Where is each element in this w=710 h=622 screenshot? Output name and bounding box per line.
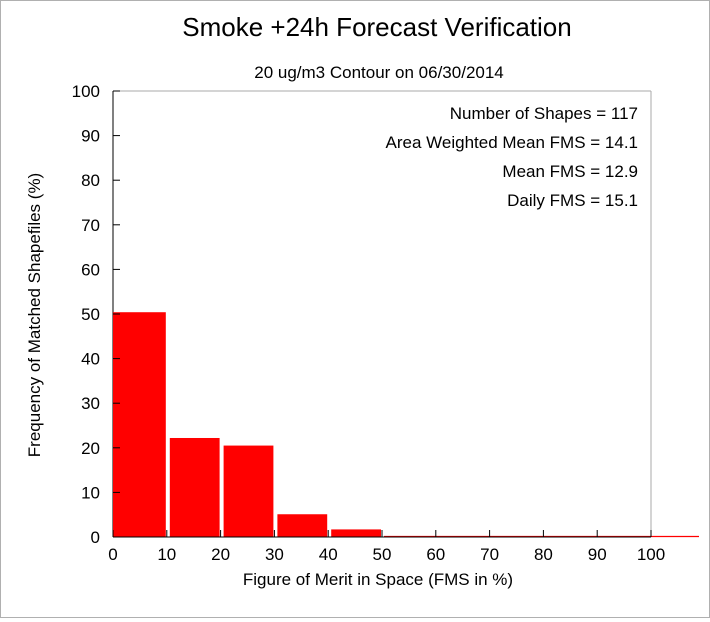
histogram-bar (331, 529, 381, 537)
chart-title: Smoke +24h Forecast Verification (182, 12, 571, 42)
chart-subtitle: 20 ug/m3 Contour on 06/30/2014 (254, 63, 504, 82)
x-tick-label: 10 (157, 545, 176, 564)
x-axis-label: Figure of Merit in Space (FMS in %) (243, 570, 513, 589)
y-tick-label: 80 (81, 171, 100, 190)
stats-annotations: Number of Shapes = 117 Area Weighted Mean… (386, 104, 638, 210)
x-tick-label: 50 (373, 545, 392, 564)
x-tick-label: 30 (265, 545, 284, 564)
histogram-bar (113, 312, 166, 537)
y-tick-label: 60 (81, 260, 100, 279)
y-tick-label: 70 (81, 216, 100, 235)
stats-annotation-line: Daily FMS = 15.1 (507, 191, 638, 210)
histogram-bar (223, 445, 274, 537)
y-tick-label: 10 (81, 483, 100, 502)
histogram-bar (169, 437, 220, 537)
x-tick-label: 90 (588, 545, 607, 564)
plot-area: 0 10 20 30 40 50 60 70 80 90 100 0 10 20 30 40 50 60 70 80 9… (72, 82, 699, 564)
x-tick-label: 70 (480, 545, 499, 564)
y-tick-label: 0 (91, 528, 100, 547)
x-tick-label: 80 (534, 545, 553, 564)
histogram-bar (277, 514, 328, 537)
x-tick-label: 100 (637, 545, 665, 564)
stats-annotation-line: Area Weighted Mean FMS = 14.1 (386, 133, 638, 152)
stats-annotation-line: Number of Shapes = 117 (450, 104, 638, 123)
y-tick-label: 50 (81, 305, 100, 324)
x-tick-label: 40 (319, 545, 338, 564)
x-tick-label: 60 (426, 545, 445, 564)
y-tick-label: 20 (81, 439, 100, 458)
y-tick-label: 40 (81, 350, 100, 369)
y-tick-label: 90 (81, 127, 100, 146)
stats-annotation-line: Mean FMS = 12.9 (502, 162, 638, 181)
y-tick-label: 100 (72, 82, 100, 101)
x-tick-label: 20 (211, 545, 230, 564)
y-tick-label: 30 (81, 394, 100, 413)
x-tick-label: 0 (108, 545, 117, 564)
y-axis-label: Frequency of Matched Shapefiles (%) (25, 173, 44, 457)
